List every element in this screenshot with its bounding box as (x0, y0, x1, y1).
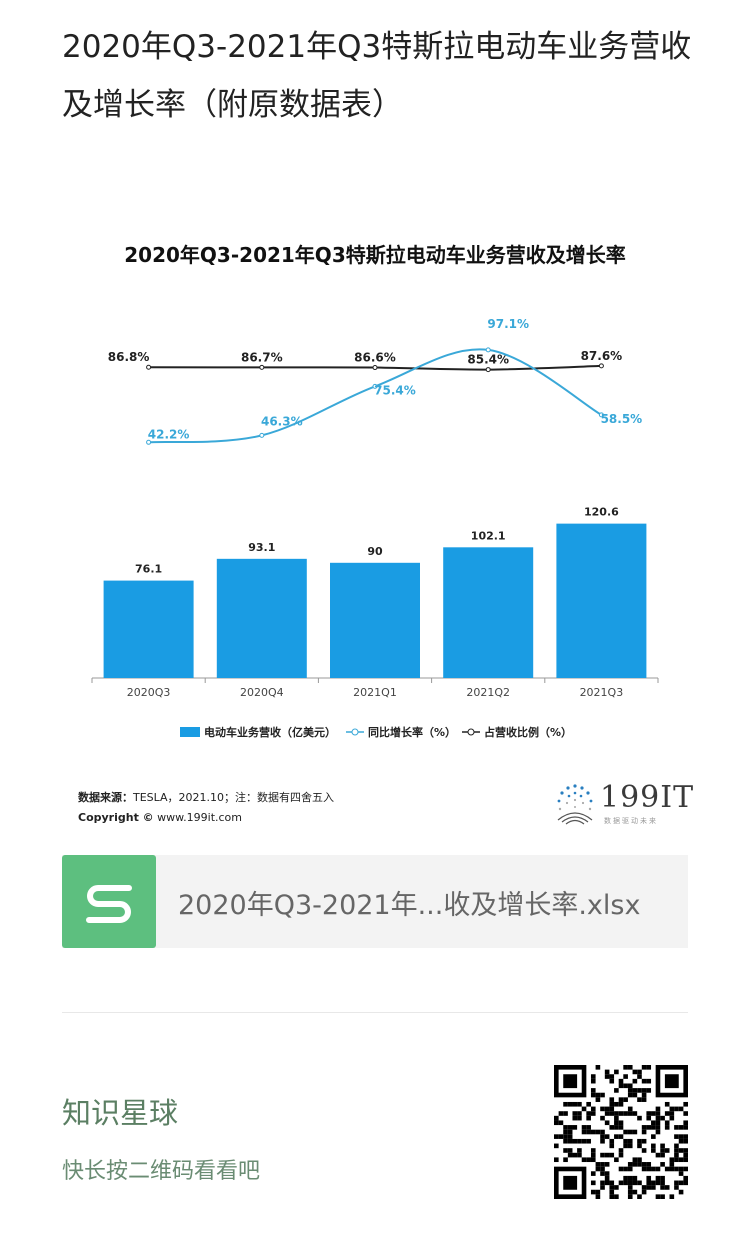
yoy-value-label: 97.1% (487, 317, 529, 331)
yoy-value-label: 58.5% (601, 412, 643, 426)
legend-yoy-label: 同比增长率（%） (368, 725, 456, 739)
share-value-label: 87.6% (581, 349, 623, 363)
bar-2021Q2 (443, 547, 534, 678)
share-point (146, 364, 152, 370)
x-tick-label: 2020Q4 (240, 686, 284, 699)
share-value-label: 86.6% (354, 351, 396, 365)
bar-value-label: 93.1 (248, 541, 275, 554)
brand-logo: 199IT 数据驱动未来 (552, 778, 693, 830)
logo-dots-icon (557, 784, 593, 825)
bar-2021Q1 (330, 562, 420, 678)
bar-value-label: 90 (367, 545, 383, 558)
yoy-point (598, 412, 604, 418)
yoy-point (146, 439, 152, 445)
legend-share-marker (467, 728, 475, 736)
logo-text: 199IT (600, 780, 695, 815)
legend-yoy-marker (351, 728, 359, 736)
article-title: 2020年Q3-2021年Q3特斯拉电动车业务营收及增长率（附原数据表） (62, 29, 692, 123)
legend-share-label: 占营收比例（%） (484, 725, 572, 739)
bar-2020Q4 (216, 558, 307, 678)
knowledge-planet-title: 知识星球 (62, 1096, 179, 1130)
legend-bar-label: 电动车业务营收（亿美元） (204, 725, 336, 739)
qr-code-icon[interactable] (554, 1065, 688, 1199)
bar-2021Q3 (556, 523, 647, 678)
bar-value-label: 76.1 (135, 563, 162, 576)
attachment-file-name[interactable]: 2020年Q3-2021年...收及增长率.xlsx (178, 890, 641, 921)
spreadsheet-s-icon (62, 855, 156, 948)
share-point (485, 367, 491, 373)
x-tick-label: 2021Q2 (466, 686, 510, 699)
divider (62, 1012, 688, 1013)
copyright-text: www.199it.com (157, 811, 243, 824)
copyright-line: Copyright © www.199it.com (78, 808, 334, 828)
yoy-value-label: 42.2% (148, 427, 190, 441)
bar-value-label: 102.1 (471, 529, 506, 542)
source-label: 数据来源： (78, 791, 133, 804)
knowledge-planet-subtitle: 快长按二维码看看吧 (62, 1159, 261, 1184)
attachment-card[interactable]: 2020年Q3-2021年...收及增长率.xlsx (62, 855, 688, 948)
chart-svg: 2020年Q3-2021年Q3特斯拉电动车业务营收及增长率 76.1 2020Q3 9… (91, 243, 659, 739)
yoy-point (372, 383, 378, 389)
x-tick-label: 2021Q3 (580, 686, 624, 699)
bar-2020Q3 (103, 580, 194, 678)
share-value-label: 86.7% (241, 350, 283, 364)
share-value-label: 86.8% (108, 350, 150, 364)
copyright-label: Copyright © (78, 811, 154, 824)
share-point (598, 363, 604, 369)
bar-value-label: 120.6 (584, 506, 619, 519)
yoy-value-label: 75.4% (374, 383, 416, 397)
share-point (372, 365, 378, 371)
legend-bar-swatch (180, 727, 200, 737)
yoy-value-label: 46.3% (261, 414, 303, 428)
share-point (259, 364, 265, 370)
logo-subtitle: 数据驱动未来 (604, 817, 658, 825)
share-value-label: 85.4% (467, 353, 509, 367)
yoy-point (485, 347, 491, 353)
source-line: 数据来源：TESLA，2021.10；注：数据有四舍五入 (78, 788, 334, 808)
x-tick-label: 2020Q3 (127, 686, 171, 699)
source-block: 数据来源：TESLA，2021.10；注：数据有四舍五入 Copyright ©… (78, 788, 334, 828)
yoy-point (259, 432, 265, 438)
chart-card: 2020年Q3-2021年Q3特斯拉电动车业务营收及增长率 76.1 2020Q3 9… (62, 210, 693, 840)
x-tick-label: 2021Q1 (353, 686, 397, 699)
source-text: TESLA，2021.10；注：数据有四舍五入 (133, 791, 335, 804)
chart-title: 2020年Q3-2021年Q3特斯拉电动车业务营收及增长率 (124, 243, 625, 267)
